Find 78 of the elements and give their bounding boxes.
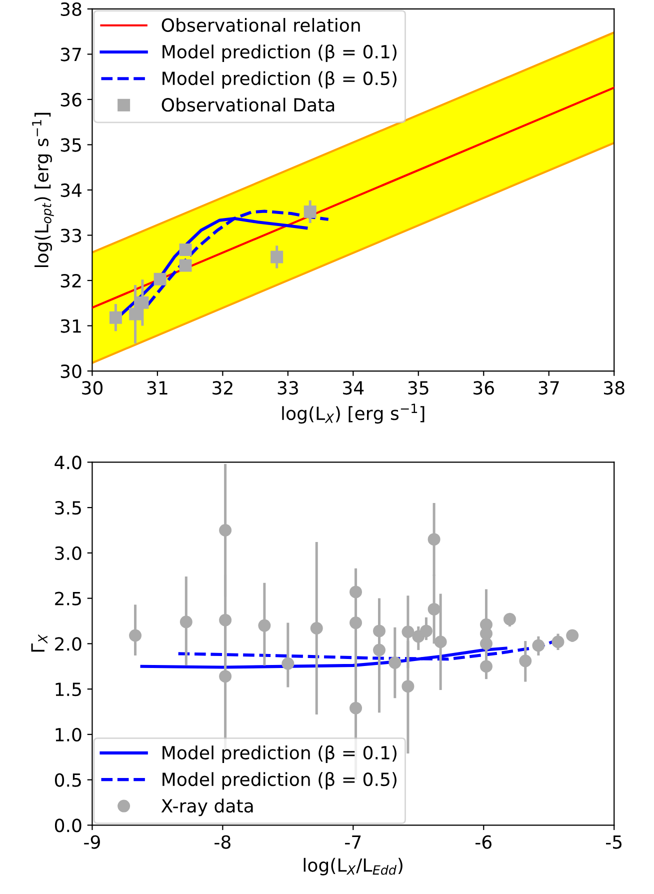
point [402,626,414,638]
point [402,680,414,693]
y-tick-label: 34 [60,183,82,198]
x-axis-title: log(L$_{X}$/L$_{Edd}$) [304,858,402,876]
x-tick-label: 33 [278,381,298,395]
y-tick-label: 2.0 [55,637,82,651]
x-tick-label: 30 [82,381,102,395]
y-axis-title: Γ$_{X}$ [31,634,48,652]
point [129,629,142,642]
point [503,612,516,626]
y-tick-label: 30 [60,364,82,378]
x-tick-label: 35 [408,381,428,395]
x-tick-label: 38 [604,381,624,395]
legend-label: Model prediction (β = 0.1) [162,44,396,62]
point [154,272,166,286]
point [258,619,271,632]
y-tick-label: 3.0 [55,546,82,560]
y-axis-title: log(L$_{opt}$) [erg s$^{−1}$] [32,112,54,267]
point [434,636,447,648]
y-tick-label: 2.5 [55,592,81,606]
x-tick-label: -5 [606,835,622,849]
y-tick-label: 4.0 [54,456,82,470]
point [566,629,579,642]
point [388,656,402,669]
y-tick-label: 3.5 [55,501,81,515]
point [519,654,532,668]
x-tick-label: 34 [343,381,364,395]
y-tick-label: 33 [60,228,82,242]
legend-label: X-ray data [161,798,253,816]
x-tick-label: -6 [476,835,492,849]
point [129,308,142,320]
y-tick-label: 0.0 [54,818,82,832]
x-tick-label: 32 [212,381,232,395]
x-axis-title: log(L$_{X}$) [erg s$^{−1}$] [282,404,424,424]
point [350,586,362,598]
point [373,624,386,638]
y-tick-label: 36 [60,92,82,107]
point [428,602,440,616]
legend-label: Observational relation [162,18,360,32]
point [219,670,232,683]
point [310,622,323,635]
x-tick-label: -9 [84,835,100,849]
point [179,243,192,256]
y-tick-label: 31 [60,319,81,333]
point [480,637,492,650]
point [304,205,316,218]
x-tick-label: 37 [538,381,559,395]
x-tick-label: 36 [474,381,494,395]
point [428,533,440,546]
point [282,657,294,670]
y-tick-label: 37 [60,48,81,62]
y-tick-label: 35 [60,138,81,152]
y-tick-label: 0.5 [54,773,81,787]
legend-label: Model prediction (β = 0.1) [162,745,396,764]
point [350,702,362,714]
point [219,614,232,626]
point [350,616,362,630]
legend-label: Observational Data [162,98,334,112]
x-tick-label: 31 [147,381,168,395]
point [552,636,564,648]
x-tick-label: -8 [214,835,230,849]
x-tick-label: -7 [345,835,361,849]
point [420,624,432,638]
point [480,660,492,673]
y-tick-label: 32 [60,274,81,288]
point [136,296,149,309]
y-tick-label: 38 [60,2,82,16]
point [219,524,232,537]
y-tick-label: 1.0 [56,728,82,742]
point [179,259,192,272]
point [532,639,545,652]
legend-label: Model prediction (β = 0.5) [162,71,396,89]
legend-label: Model prediction (β = 0.5) [162,772,396,790]
point [373,644,386,656]
y-tick-label: 1.5 [56,682,81,696]
point [270,250,284,264]
point [109,311,122,324]
point [180,616,192,628]
